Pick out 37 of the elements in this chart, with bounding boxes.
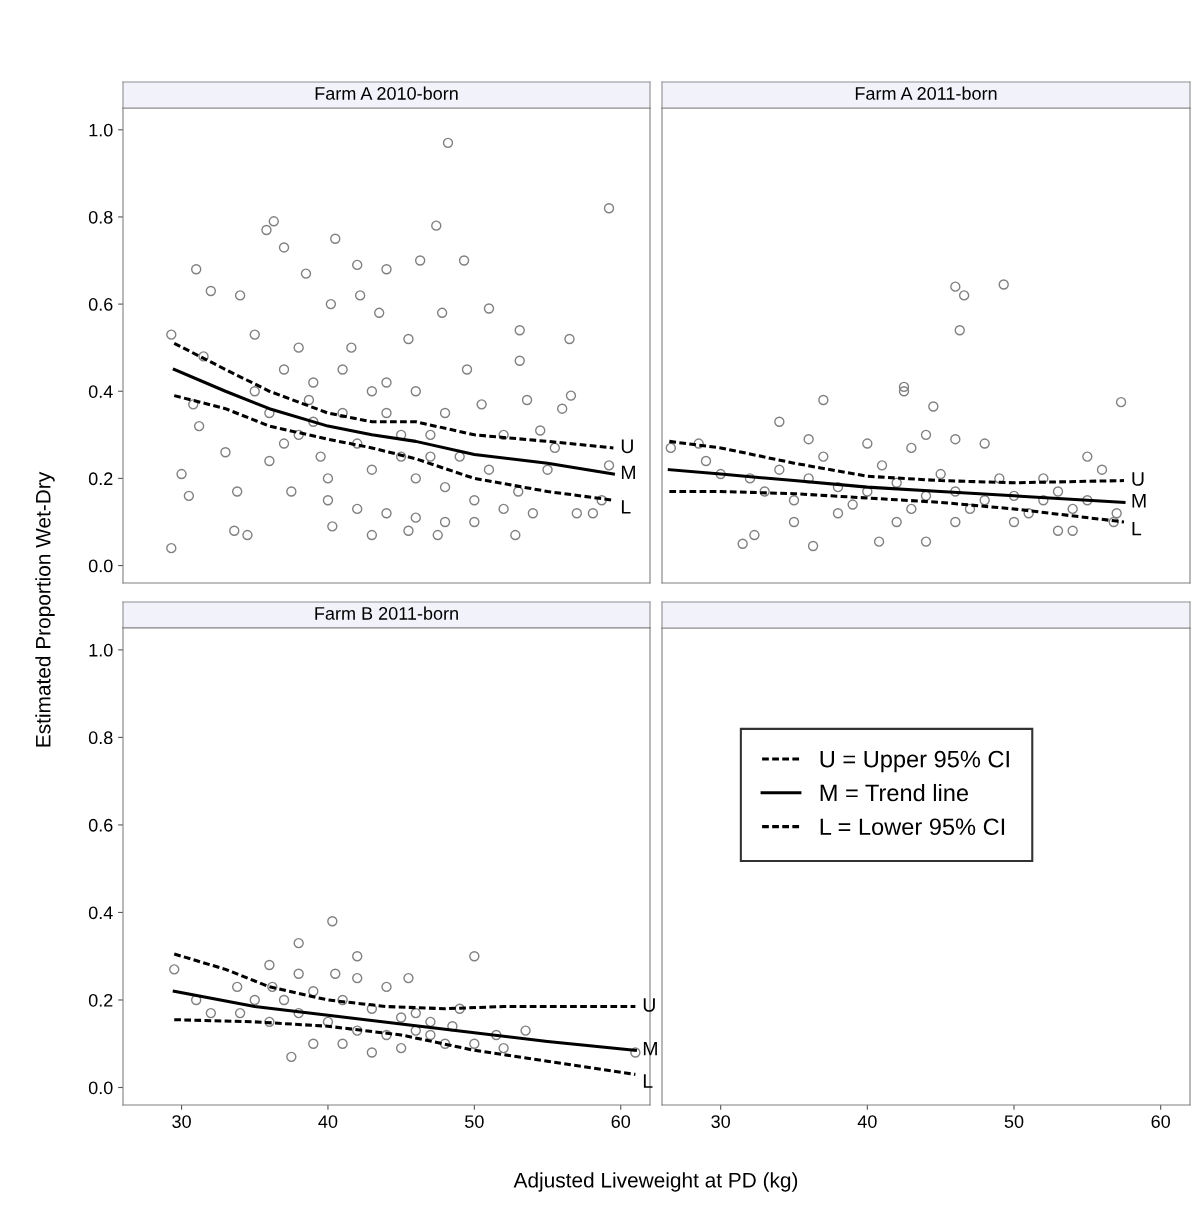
x-tick-label: 40 [318, 1115, 338, 1128]
x-axis-title: Adjusted Liveweight at PD (kg) [513, 1172, 798, 1192]
annotation: L [1132, 521, 1142, 536]
x-tick-label: 30 [711, 1115, 730, 1128]
x-tick-label: 40 [857, 1115, 877, 1128]
legend-label: M = Trend line [820, 783, 968, 802]
y-tick-label: 0.2 [88, 993, 113, 1007]
y-tick-label: 0.6 [88, 818, 113, 832]
y-tick-label: 0.6 [88, 298, 113, 311]
y-tick-label: 0.0 [88, 1081, 113, 1095]
y-axis-title: Estimated Proportion Wet-Dry [35, 471, 55, 747]
chart-title: Farm A 2010-born [315, 86, 458, 100]
y-tick-label: 1.0 [89, 643, 113, 657]
x-tick-label: 30 [172, 1115, 191, 1128]
chart-title: Farm A 2011-born [855, 86, 997, 100]
x-tick-label: 50 [465, 1115, 484, 1128]
annotation: L [621, 500, 631, 514]
y-tick-label: 0.4 [88, 385, 113, 398]
y-tick-label: 0.8 [88, 731, 113, 745]
y-tick-label: 0.8 [88, 210, 113, 224]
y-tick-label: 1.0 [89, 123, 113, 137]
annotation: U [621, 439, 633, 454]
annotation: L [643, 1074, 653, 1088]
legend-label: U = Upper 95% CI [820, 750, 1009, 773]
annotation: U [1132, 472, 1144, 486]
annotation: U [643, 998, 655, 1012]
annotation: M [643, 1041, 657, 1056]
y-tick-label: 0.4 [88, 906, 113, 920]
chart-title: Farm B 2011-born [315, 606, 458, 620]
y-tick-label: 0.2 [88, 472, 113, 486]
x-tick-label: 50 [1004, 1115, 1024, 1128]
annotation: M [621, 465, 635, 480]
y-tick-label: 0.0 [88, 559, 113, 573]
legend-label: L = Lower 95% CI [820, 818, 1005, 836]
annotation: M [1132, 494, 1146, 508]
x-tick-label: 60 [1151, 1115, 1170, 1128]
x-tick-label: 60 [611, 1115, 631, 1128]
